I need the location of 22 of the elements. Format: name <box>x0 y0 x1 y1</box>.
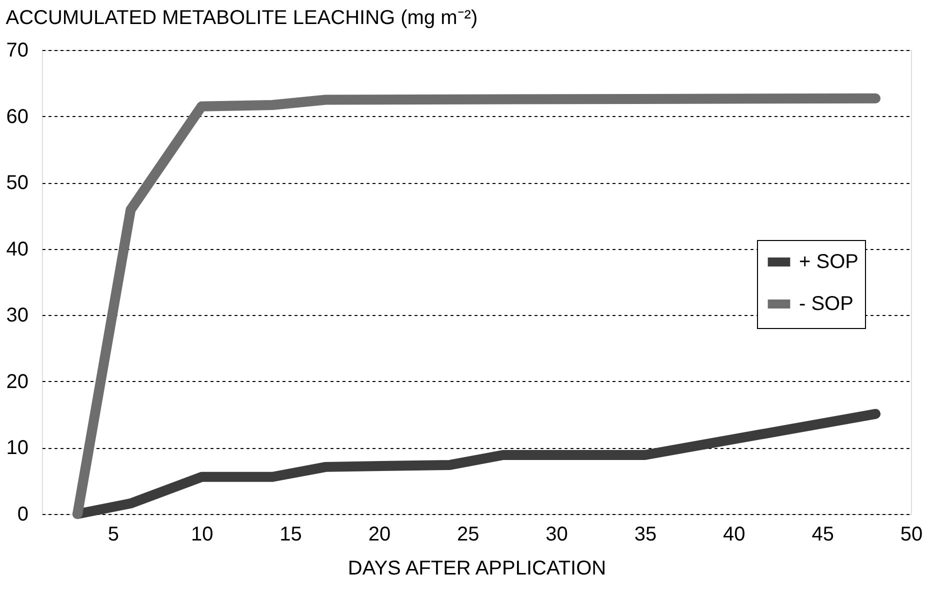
y-tick-label: 10 <box>6 437 28 460</box>
x-tick-label: 35 <box>634 524 657 546</box>
x-tick-label: 50 <box>900 524 923 546</box>
x-tick-label: 25 <box>457 524 480 546</box>
y-tick-label: 50 <box>6 172 28 194</box>
x-tick-label: 20 <box>368 524 391 546</box>
legend-label: + SOP <box>799 251 858 273</box>
x-tick-label: 10 <box>190 524 214 546</box>
legend-label: - SOP <box>799 293 854 315</box>
y-tick-label: 70 <box>6 40 28 62</box>
x-tick-label: 15 <box>280 524 302 546</box>
x-axis-title: DAYS AFTER APPLICATION <box>348 558 606 580</box>
chart-title: ACCUMULATED METABOLITE LEACHING (mg m⁻²) <box>6 7 478 29</box>
y-tick-label: 40 <box>6 238 28 260</box>
x-tick-label: 5 <box>108 524 119 546</box>
y-tick-label: 30 <box>6 304 28 327</box>
x-tick-label: 45 <box>812 524 834 546</box>
x-tick-label: 40 <box>723 524 746 546</box>
y-tick-label: 20 <box>6 370 28 393</box>
y-tick-label: 0 <box>17 504 28 526</box>
y-tick-label: 60 <box>6 106 28 128</box>
x-tick-label: 30 <box>546 524 568 546</box>
